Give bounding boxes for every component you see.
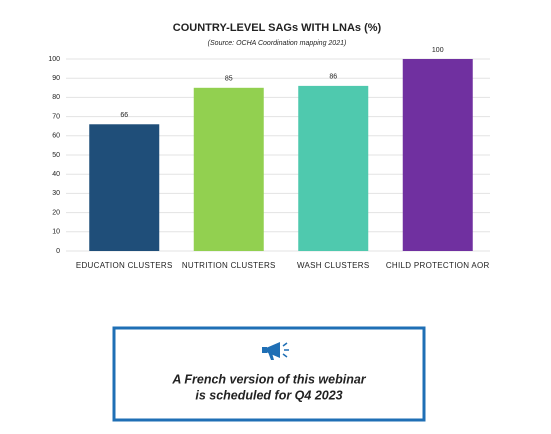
y-tick-label: 50 [52,152,60,159]
y-tick-label: 20 [52,209,60,216]
plot: 0 10 20 30 40 50 60 70 80 90 100 EDUCATION CLUSTERS… [48,47,490,270]
value-label: 86 [329,74,337,81]
megaphone-icon [262,342,289,360]
x-tick-label: NUTRITION CLUSTERS [182,261,276,270]
y-tick-label: 100 [48,56,60,63]
notice-box [112,326,426,422]
chart-subtitle: (Source: OCHA Coordination mapping 2021) [208,40,347,47]
notice-line: A French version of this webinar [171,372,366,386]
bar [402,59,473,251]
value-label: 85 [225,76,233,83]
value-label: 66 [120,112,128,119]
bar [89,124,160,251]
y-tick-label: 60 [52,133,60,140]
y-tick-label: 40 [52,171,60,178]
chart-title: COUNTRY-LEVEL SAGs WITH LNAs (%) [173,22,382,34]
x-tick-label: WASH CLUSTERS [297,261,370,270]
y-tick-label: 30 [52,190,60,197]
y-tick-label: 10 [52,229,60,236]
x-tick-label: EDUCATION CLUSTERS [76,261,173,270]
x-tick-label: CHILD PROTECTION AOR [386,261,490,270]
y-tick-label: 70 [52,113,60,120]
y-tick-label: 0 [56,248,60,255]
y-tick-label: 80 [52,94,60,101]
y-tick-label: 90 [52,75,60,82]
bar [193,87,264,251]
value-label: 100 [432,47,444,54]
bar [298,85,369,251]
notice-line: is scheduled for Q4 2023 [195,388,342,402]
